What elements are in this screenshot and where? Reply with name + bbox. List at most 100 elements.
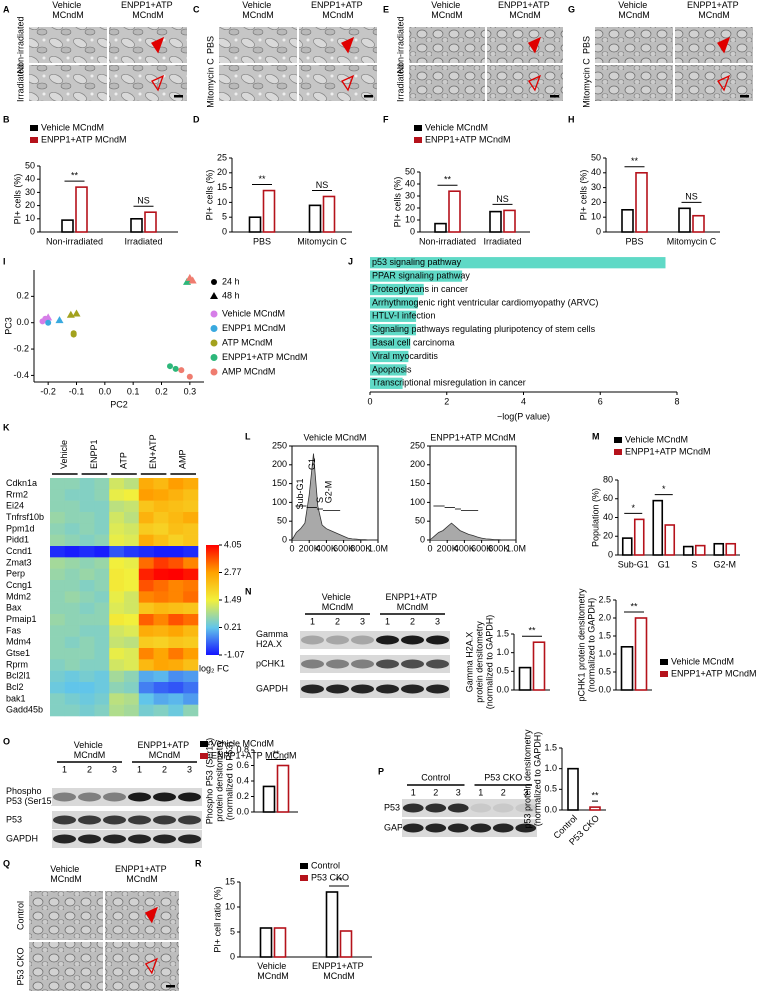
significance-label: ** — [258, 174, 266, 184]
heatmap-cell — [109, 659, 125, 671]
text-line: MCndM — [397, 602, 429, 612]
bar — [273, 927, 287, 958]
y-tick-label: 40 — [603, 512, 613, 522]
colorbar-tick-label: 2.77 — [224, 567, 242, 577]
x-tick-label: G2-M — [714, 559, 737, 569]
point — [39, 318, 46, 325]
heatmap-cell — [109, 478, 125, 490]
category-label: Proteoglycans in cancer — [372, 284, 468, 294]
blot-band — [470, 823, 492, 833]
category-label: Viral myocarditis — [372, 351, 438, 361]
heatmap-cell — [94, 523, 110, 535]
y-axis-label: PI+ cells (%) — [392, 177, 402, 228]
bar — [370, 310, 417, 322]
heatmap-cell — [50, 636, 66, 649]
heatmap-cell — [109, 693, 125, 705]
heatmap-cell — [94, 580, 110, 592]
heatmap-cell — [79, 636, 95, 649]
heatmap-cell — [64, 478, 80, 490]
heatmap-cell — [124, 478, 140, 490]
heatmap-cell — [50, 478, 66, 490]
y-tick-label: 0.4 — [236, 775, 249, 785]
colorbar-tick-label: 4.05 — [224, 539, 242, 549]
bar — [489, 210, 502, 233]
colorbar-tick-label: -1.07 — [224, 649, 245, 659]
legend-swatch — [210, 368, 218, 376]
x-tick-label: 400K — [454, 543, 475, 553]
x-tick-label: 0 — [427, 543, 432, 553]
micrograph — [594, 64, 674, 102]
point — [45, 319, 52, 326]
heatmap-cell — [79, 614, 95, 626]
y-tick-label: 25 — [217, 152, 227, 162]
x-tick-label: Mitomycin C — [667, 236, 717, 246]
heatmap-cell — [50, 523, 66, 535]
heatmap-cell — [94, 648, 110, 660]
bar — [370, 297, 418, 309]
row-label: P53 CKO — [15, 947, 25, 985]
bar — [370, 270, 463, 282]
row-label: Perp — [6, 569, 25, 579]
x-tick-label: 400K — [316, 543, 337, 553]
row-label: Pidd1 — [6, 535, 29, 545]
heatmap-cell — [94, 636, 110, 649]
blot-band — [153, 815, 176, 825]
heatmap-cell — [168, 659, 184, 671]
x-tick-label: G1 — [658, 559, 670, 569]
y-tick-label: 0 — [282, 534, 287, 544]
bar — [370, 324, 417, 336]
x-tick-label: 600K — [471, 543, 492, 553]
x-tick-label: 8 — [674, 396, 679, 406]
significance-label: ** — [591, 790, 599, 800]
micrograph — [104, 941, 180, 992]
y-axis-label: Gamma H2A.X — [464, 632, 474, 693]
gate-label: G2-M — [323, 481, 333, 504]
legend-label: P53 CKO — [311, 872, 349, 882]
row-label: Cdkn1a — [6, 478, 37, 488]
text-line: MCndM — [322, 10, 354, 20]
bar — [370, 283, 424, 296]
heatmap-cell — [79, 625, 95, 637]
bar — [370, 350, 409, 363]
row-label: GAPDH — [384, 822, 416, 832]
y-tick-label: -0.4 — [13, 370, 29, 380]
heatmap-cell — [168, 546, 184, 558]
heatmap-cell — [50, 704, 66, 717]
bar — [248, 216, 262, 233]
text-line: H2A.X — [256, 639, 282, 649]
x-tick-label: 200K — [437, 543, 458, 553]
heatmap-cell — [138, 625, 154, 637]
point — [55, 316, 64, 324]
x-tick-label: 0.2 — [155, 386, 168, 396]
gate-label: Sub-G1 — [295, 478, 305, 509]
heatmap-cell — [138, 648, 154, 660]
heatmap-cell — [79, 659, 95, 671]
heatmap-cell — [168, 500, 184, 513]
text-line: MCndM — [132, 10, 164, 20]
bar — [621, 209, 634, 233]
heatmap-cell — [94, 659, 110, 671]
text-line: ENPP1+ATP — [115, 864, 169, 874]
row-label: Rrm2 — [6, 489, 28, 499]
blot-band — [103, 834, 126, 844]
y-tick-label: 0.2 — [16, 291, 29, 301]
heatmap-cell — [109, 568, 125, 581]
bar — [621, 537, 633, 556]
legend-swatch — [414, 125, 422, 131]
heatmap-cell — [50, 648, 66, 660]
heatmap-cell — [138, 591, 154, 603]
y-tick-label: 0.8 — [236, 744, 249, 754]
blot-band — [178, 834, 201, 844]
heatmap-cell — [124, 568, 140, 581]
point — [167, 363, 173, 370]
row-label: Mitomycin C — [205, 58, 215, 108]
row-label: Mdm4 — [6, 637, 31, 647]
heatmap-cell — [138, 704, 154, 717]
heatmap-cell — [168, 614, 184, 626]
y-tick-label: 50 — [415, 516, 425, 526]
heatmap-cell — [138, 546, 154, 558]
heatmap-cell — [153, 489, 169, 501]
significance-label: NS — [137, 196, 150, 206]
heatmap-cell — [94, 693, 110, 705]
heatmap-cell — [183, 682, 199, 694]
